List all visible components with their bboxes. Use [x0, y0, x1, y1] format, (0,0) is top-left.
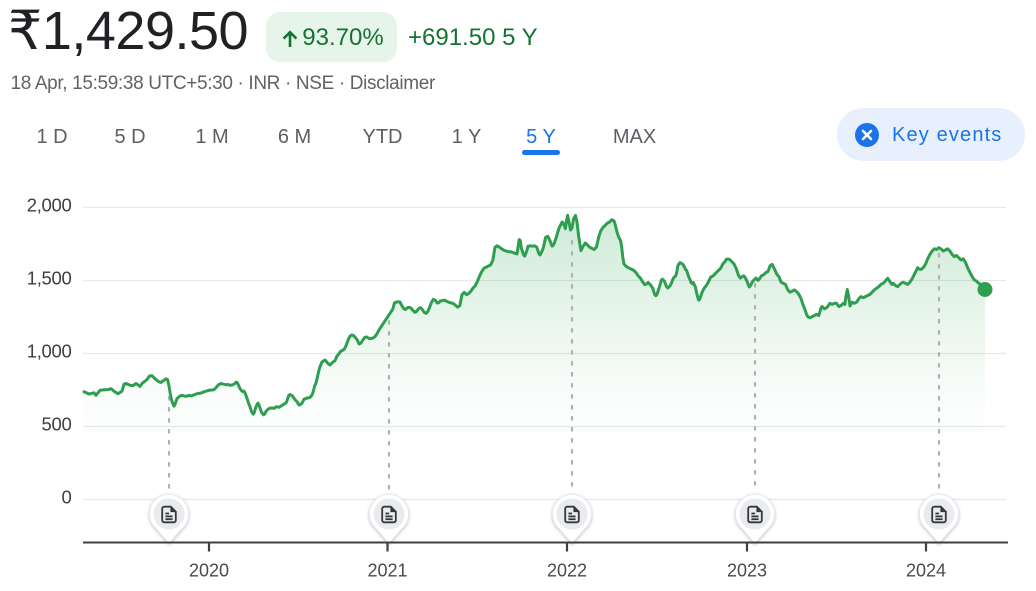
svg-text:1,000: 1,000 — [27, 341, 72, 362]
svg-text:2024: 2024 — [906, 561, 946, 581]
svg-text:2021: 2021 — [367, 561, 407, 581]
svg-text:0: 0 — [62, 487, 72, 508]
svg-text:2022: 2022 — [547, 561, 587, 581]
svg-text:2020: 2020 — [189, 561, 229, 581]
svg-text:2,000: 2,000 — [27, 195, 72, 216]
svg-text:500: 500 — [42, 414, 72, 435]
svg-text:2023: 2023 — [727, 561, 767, 581]
svg-text:1,500: 1,500 — [27, 268, 72, 289]
